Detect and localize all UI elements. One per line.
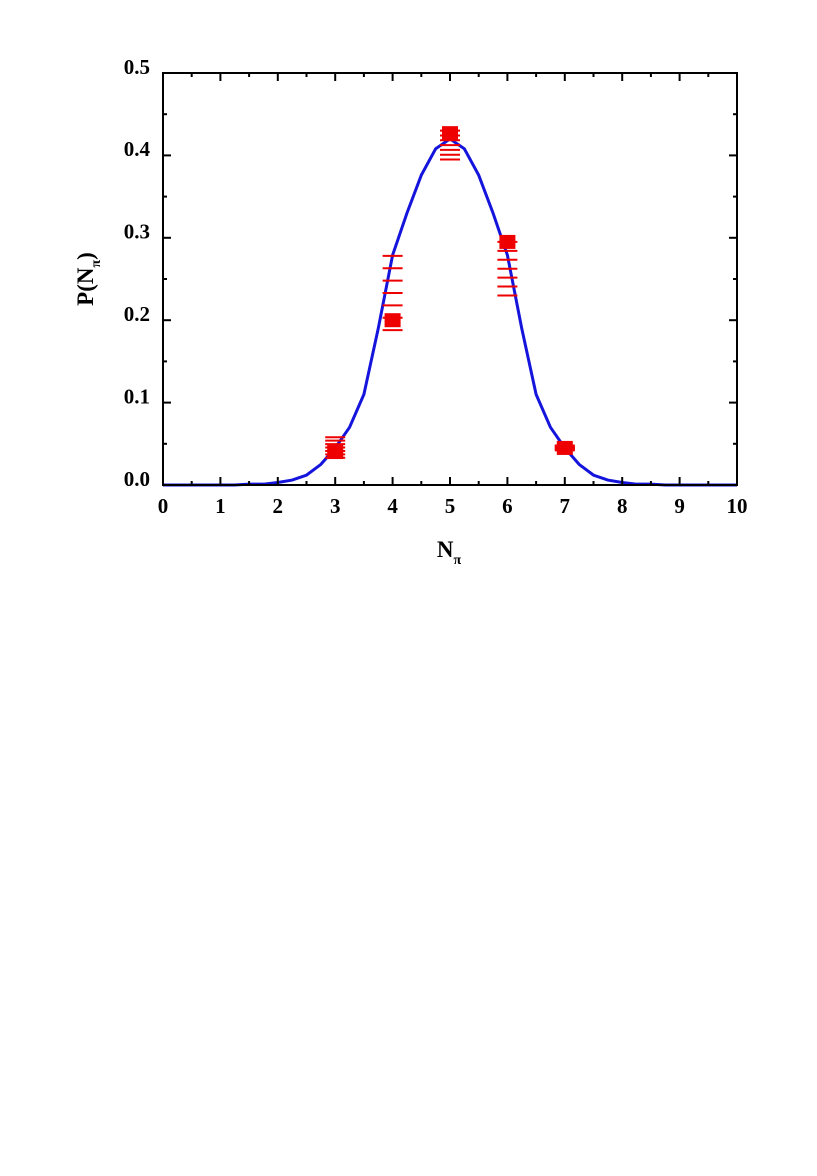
x-tick-label: 8 — [617, 494, 628, 518]
marker — [327, 445, 344, 460]
x-tick-label: 5 — [445, 494, 456, 518]
x-tick-label: 3 — [330, 494, 341, 518]
x-tick-label: 4 — [387, 494, 398, 518]
y-axis-label: P(Nπ) — [73, 252, 104, 306]
x-tick-label: 0 — [158, 494, 169, 518]
x-label-sub: π — [453, 553, 461, 568]
y-tick-label: 0.4 — [124, 137, 151, 161]
y-label-close: ) — [73, 252, 98, 260]
marker — [442, 126, 458, 141]
marker — [499, 234, 516, 249]
x-tick-label: 7 — [560, 494, 571, 518]
x-tick-label: 2 — [273, 494, 284, 518]
x-axis-label: Nπ — [437, 537, 462, 568]
x-tick-label: 10 — [727, 494, 748, 518]
marker — [556, 440, 573, 455]
x-label-main: N — [437, 537, 454, 562]
y-tick-label: 0.3 — [124, 220, 150, 244]
y-tick-label: 0.2 — [124, 302, 150, 326]
y-label-sub: π — [89, 260, 104, 268]
x-tick-label: 1 — [215, 494, 226, 518]
y-tick-label: 0.0 — [124, 467, 150, 491]
y-tick-label: 0.5 — [124, 55, 150, 79]
x-tick-label: 6 — [502, 494, 513, 518]
y-label-main: P(N — [73, 267, 98, 306]
y-tick-label: 0.1 — [124, 384, 150, 408]
x-tick-label: 9 — [674, 494, 685, 518]
fit-curve — [163, 137, 737, 487]
marker — [384, 313, 401, 328]
